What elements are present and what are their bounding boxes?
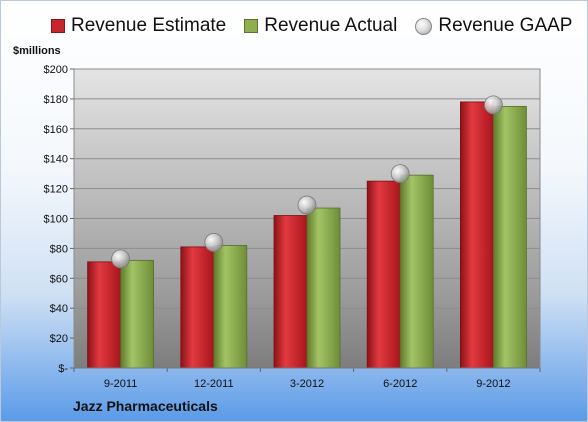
y-tick-label: $60 — [50, 273, 68, 285]
y-tick-label: $120 — [44, 184, 68, 196]
y-tick-label: $180 — [44, 94, 68, 106]
bar-revenue-estimate — [180, 246, 215, 369]
x-tick-label: 9-2011 — [104, 378, 137, 390]
bar-revenue-actual — [213, 245, 248, 369]
bar-revenue-estimate — [366, 180, 401, 369]
bar-revenue-estimate — [273, 215, 308, 369]
marker-revenue-gaap — [204, 233, 224, 252]
legend-item-actual: Revenue Actual — [244, 15, 397, 37]
bar-revenue-actual — [492, 105, 527, 369]
legend: Revenue Estimate Revenue Actual Revenue … — [51, 15, 572, 37]
bar-revenue-actual — [120, 259, 154, 369]
legend-swatch-actual — [244, 19, 259, 33]
y-tick-label: $100 — [44, 214, 68, 226]
bar-revenue-estimate — [87, 261, 121, 369]
legend-swatch-estimate — [51, 19, 65, 33]
x-axis-ticks: 9-2011 12-2011 3-2012 6-2012 9-2012 — [73, 367, 541, 390]
bars — [87, 101, 527, 369]
y-axis-ticks: $- $20 $40 $60 $80 $100 $120 $140 $160 $180 $200 — [44, 64, 74, 375]
x-tick-label: 12-2011 — [194, 378, 234, 390]
gaap-markers — [111, 95, 503, 269]
company-name: Jazz Pharmaceuticals — [73, 398, 218, 414]
y-tick-label: $20 — [50, 333, 68, 345]
x-tick-label: 6-2012 — [383, 378, 417, 390]
legend-swatch-gaap — [415, 17, 433, 35]
legend-item-gaap: Revenue GAAP — [415, 15, 572, 37]
x-tick-label: 3-2012 — [290, 378, 324, 390]
x-tick-label: 9-2012 — [476, 378, 510, 390]
y-tick-label: $- — [58, 363, 68, 375]
legend-label-actual: Revenue Actual — [264, 15, 398, 36]
y-tick-label: $40 — [50, 303, 68, 315]
marker-revenue-gaap — [111, 249, 130, 269]
legend-item-estimate: Revenue Estimate — [51, 15, 226, 37]
marker-revenue-gaap — [483, 95, 503, 115]
bar-revenue-actual — [399, 174, 434, 369]
y-tick-label: $160 — [44, 124, 68, 136]
y-tick-label: $80 — [50, 243, 68, 255]
y-tick-label: $200 — [44, 64, 68, 76]
marker-revenue-gaap — [297, 195, 317, 215]
y-unit-label: $millions — [13, 45, 61, 57]
legend-label-estimate: Revenue Estimate — [71, 15, 227, 36]
y-tick-label: $140 — [44, 154, 68, 166]
bar-revenue-estimate — [459, 101, 494, 369]
legend-label-gaap: Revenue GAAP — [438, 15, 573, 36]
bar-revenue-actual — [306, 207, 341, 369]
marker-revenue-gaap — [390, 164, 410, 184]
